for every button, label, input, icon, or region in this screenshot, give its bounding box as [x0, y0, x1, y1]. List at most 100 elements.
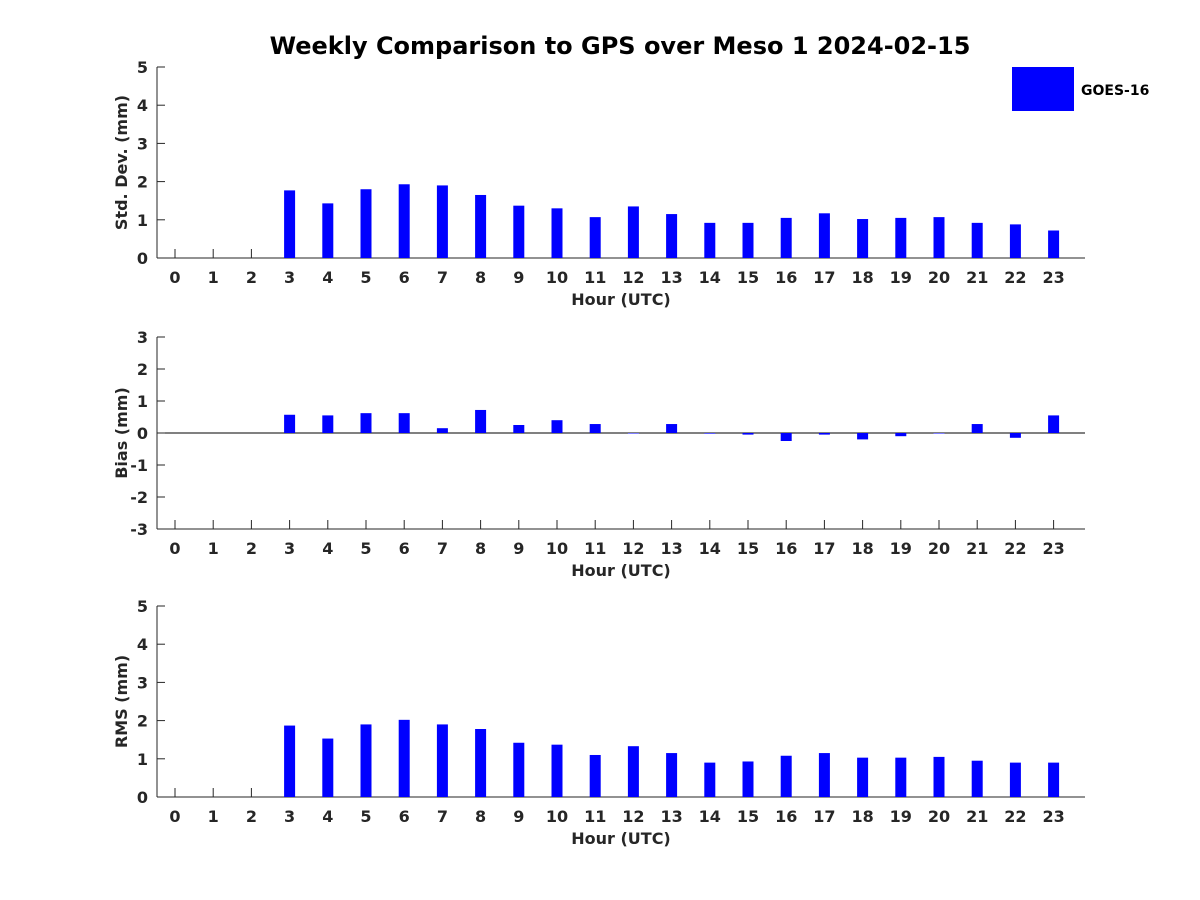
std-dev-y-tick-label: 4 [137, 96, 148, 115]
rms-bar-hour-12 [627, 746, 639, 797]
std-dev-x-tick-label: 12 [622, 268, 644, 287]
rms-y-tick-label: 3 [137, 673, 148, 692]
bias-bar-hour-21 [971, 424, 983, 433]
rms-x-axis-label: Hour (UTC) [571, 829, 671, 848]
rms-y-tick-label: 5 [137, 597, 148, 616]
rms-x-tick-label: 11 [584, 807, 606, 826]
legend: GOES-16 [1012, 67, 1149, 111]
rms-x-tick-label: 21 [966, 807, 988, 826]
rms-x-tick-label: 12 [622, 807, 644, 826]
std-dev-x-tick-label: 15 [737, 268, 759, 287]
std-dev-x-tick-label: 1 [208, 268, 219, 287]
rms-bar-hour-8 [475, 729, 487, 797]
std-dev-bar-hour-3 [284, 190, 296, 258]
rms-x-tick-label: 13 [660, 807, 682, 826]
std-dev-bar-hour-16 [780, 217, 792, 258]
bias-y-tick-label: 3 [137, 328, 148, 347]
std-dev-bar-hour-19 [895, 217, 907, 258]
bias-x-tick-label: 15 [737, 539, 759, 558]
std-dev-bar-hour-4 [322, 203, 334, 258]
bias-y-axis-label: Bias (mm) [112, 387, 131, 479]
std-dev-x-tick-label: 9 [513, 268, 524, 287]
bias-x-tick-label: 13 [660, 539, 682, 558]
rms-bar-hour-10 [551, 744, 563, 797]
bias-y-tick-label: 2 [137, 360, 148, 379]
std-dev-bar-hour-15 [742, 222, 754, 258]
rms-bar-hour-7 [436, 724, 448, 797]
rms-x-tick-label: 16 [775, 807, 797, 826]
bias-bar-hour-12 [627, 433, 639, 434]
std-dev-bar-hour-14 [704, 222, 716, 258]
rms-x-tick-label: 3 [284, 807, 295, 826]
std-dev-x-tick-label: 14 [699, 268, 721, 287]
std-dev-x-tick-label: 4 [322, 268, 333, 287]
rms-x-tick-label: 2 [246, 807, 257, 826]
bias-bar-hour-11 [589, 424, 601, 433]
rms-x-tick-label: 8 [475, 807, 486, 826]
rms-bar-hour-9 [513, 742, 525, 797]
rms-x-tick-label: 20 [928, 807, 950, 826]
bias-bar-hour-20 [933, 433, 945, 434]
rms-bar-hour-5 [360, 724, 372, 797]
bias-x-tick-label: 4 [322, 539, 333, 558]
bias-x-tick-label: 20 [928, 539, 950, 558]
std-dev-y-tick-label: 1 [137, 211, 148, 230]
bias-bar-hour-14 [704, 433, 716, 434]
std-dev-bar-hour-7 [436, 185, 448, 258]
bias-bar-hour-15 [742, 433, 754, 435]
std-dev-x-tick-label: 13 [660, 268, 682, 287]
std-dev-bar-hour-18 [857, 219, 869, 258]
rms-y-tick-label: 4 [137, 635, 148, 654]
std-dev-bar-hour-23 [1048, 230, 1060, 258]
rms-x-tick-label: 6 [399, 807, 410, 826]
bias-bar-hour-18 [857, 433, 869, 440]
bias-x-tick-label: 17 [813, 539, 835, 558]
std-dev-bar-hour-13 [666, 214, 678, 258]
std-dev-x-tick-label: 22 [1004, 268, 1026, 287]
rms-x-tick-label: 10 [546, 807, 568, 826]
std-dev-x-tick-label: 23 [1042, 268, 1064, 287]
bias-y-tick-label: 0 [137, 424, 148, 443]
std-dev-bar-hour-5 [360, 189, 372, 258]
bias-y-tick-label: -2 [130, 488, 148, 507]
bias-x-tick-label: 21 [966, 539, 988, 558]
rms-bar-hour-15 [742, 761, 754, 797]
bias-bar-hour-13 [666, 424, 678, 433]
std-dev-x-tick-label: 11 [584, 268, 606, 287]
bias-x-tick-label: 14 [699, 539, 721, 558]
rms-bar-hour-13 [666, 753, 678, 797]
rms-y-tick-label: 1 [137, 750, 148, 769]
chart-title: Weekly Comparison to GPS over Meso 1 202… [270, 32, 971, 60]
rms-x-tick-label: 5 [360, 807, 371, 826]
bias-bar-hour-8 [475, 409, 487, 433]
rms-bar-hour-14 [704, 762, 716, 797]
std-dev-bar-hour-22 [1009, 224, 1021, 258]
bias-x-tick-label: 19 [890, 539, 912, 558]
std-dev-y-tick-label: 0 [137, 249, 148, 268]
bias-x-tick-label: 0 [169, 539, 180, 558]
std-dev-y-tick-label: 2 [137, 173, 148, 192]
std-dev-bar-hour-9 [513, 205, 525, 258]
std-dev-y-tick-label: 3 [137, 134, 148, 153]
rms-x-tick-label: 17 [813, 807, 835, 826]
bias-x-tick-label: 23 [1042, 539, 1064, 558]
bias-x-tick-label: 6 [399, 539, 410, 558]
bias-x-tick-label: 1 [208, 539, 219, 558]
bias-bar-hour-4 [322, 415, 334, 433]
std-dev-x-tick-label: 3 [284, 268, 295, 287]
std-dev-x-tick-label: 17 [813, 268, 835, 287]
std-dev-bar-hour-6 [398, 184, 410, 258]
bias-y-tick-label: -3 [130, 520, 148, 539]
bias-x-tick-label: 5 [360, 539, 371, 558]
rms-bar-hour-16 [780, 755, 792, 797]
rms-y-axis-label: RMS (mm) [112, 655, 131, 748]
bias-x-tick-label: 11 [584, 539, 606, 558]
bias-bar-hour-17 [818, 433, 830, 435]
rms-x-tick-label: 22 [1004, 807, 1026, 826]
std-dev-bar-hour-17 [818, 213, 830, 258]
rms-bar-hour-23 [1048, 762, 1060, 797]
